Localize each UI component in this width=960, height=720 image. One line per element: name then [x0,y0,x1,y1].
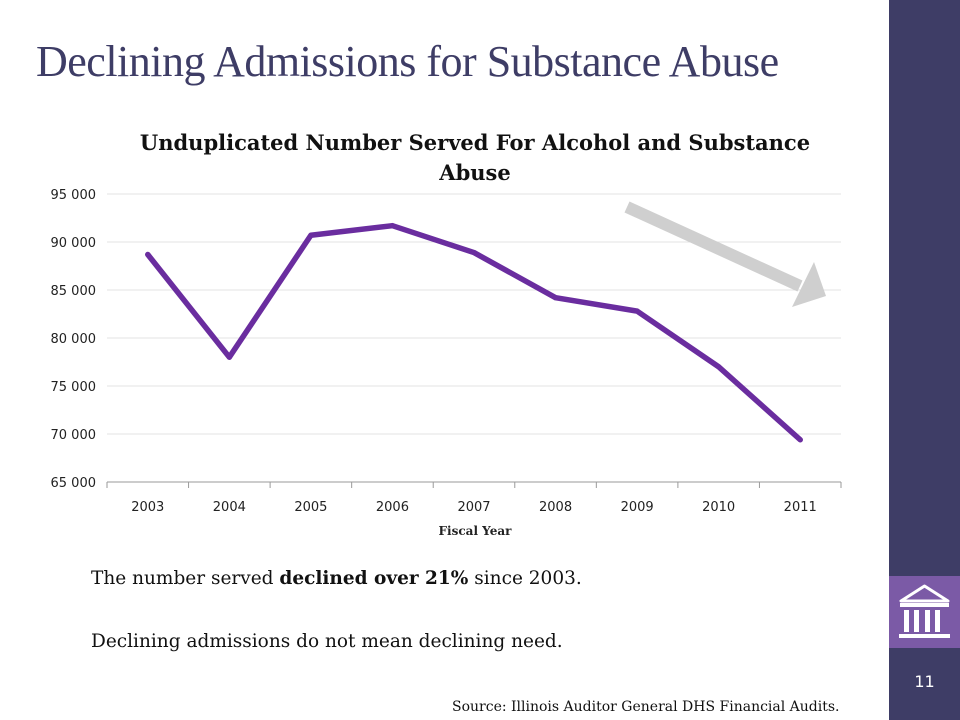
logo-box [889,576,960,648]
y-tick-label-5: 70 000 [51,428,97,443]
y-tick-label-4: 75 000 [51,380,97,395]
source-note: Source: Illinois Auditor General DHS Fin… [452,699,840,715]
series-line-0 [145,222,803,443]
x-tick-label-2010: 2010 [702,500,735,515]
data-point-2010 [716,364,722,370]
y-tick-label-2: 85 000 [51,284,97,299]
x-tick-label-2009: 2009 [621,500,654,515]
summary-post: since 2003. [468,568,582,589]
data-point-2008 [553,295,559,301]
y-tick-label-1: 90 000 [51,236,97,251]
x-tick-label-2011: 2011 [784,500,817,515]
x-tick-label-2004: 2004 [213,500,246,515]
x-tick-label-2006: 2006 [376,500,409,515]
data-point-2006 [389,223,395,229]
data-point-2005 [308,232,314,238]
line-chart: 95 000 90 000 85 000 80 000 75 000 70 000 65 0… [51,188,842,538]
x-tick-label-2005: 2005 [294,500,327,515]
building-columns-icon [899,584,950,638]
x-tick-label-2008: 2008 [539,500,572,515]
y-axis-tick-labels: 95 000 90 000 85 000 80 000 75 000 70 000 65 0… [51,188,97,491]
summary-bold: declined over 21% [279,568,469,589]
y-tick-label-0: 95 000 [51,188,97,203]
slide-title: Declining Admissions for Substance Abuse [36,37,779,86]
data-point-2007 [471,250,477,256]
need-statement: Declining admissions do not mean declini… [91,631,563,652]
y-tick-label-6: 65 000 [51,476,97,491]
x-tick-label-2003: 2003 [131,500,164,515]
data-point-2003 [145,251,151,257]
series-line [145,222,803,443]
data-point-2009 [634,308,640,314]
data-point-2004 [226,354,232,360]
y-tick-label-3: 80 000 [51,332,97,347]
summary-pre: The number served [91,568,280,589]
data-point-2011 [797,437,803,443]
x-tick-label-2007: 2007 [457,500,490,515]
x-axis-title: Fiscal Year [439,524,513,538]
gridlines [107,193,841,483]
x-axis: 2003 2004 2005 2006 2007 2008 2009 2010 2011 [106,482,842,515]
trend-arrow-icon [624,201,826,307]
chart-title: Unduplicated Number Served For Alcohol a… [139,130,811,185]
page-number: 11 [914,672,935,691]
summary-line: The number served declined over 21% sinc… [91,568,582,589]
